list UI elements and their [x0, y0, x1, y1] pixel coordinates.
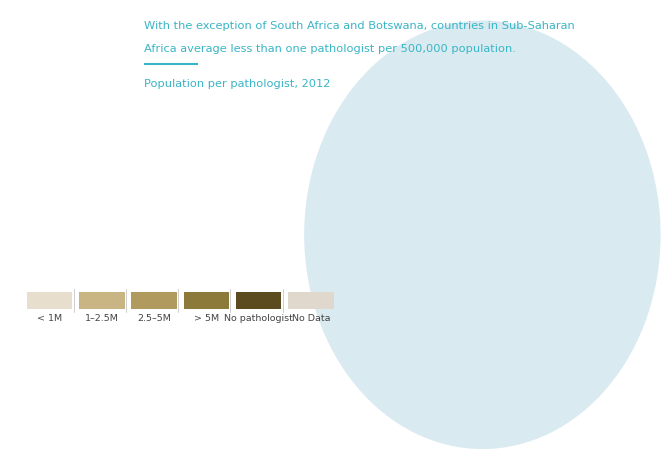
Text: No pathologist: No pathologist [224, 314, 293, 323]
Text: No Data: No Data [291, 314, 330, 323]
Text: Africa average less than one pathologist per 500,000 population.: Africa average less than one pathologist… [144, 44, 516, 54]
Bar [131, 292, 177, 309]
Bar [27, 292, 72, 309]
Bar [184, 292, 229, 309]
Ellipse shape [304, 20, 661, 449]
Text: < 1M: < 1M [37, 314, 62, 323]
Text: With the exception of South Africa and Botswana, countries in Sub-Saharan: With the exception of South Africa and B… [144, 21, 575, 31]
Text: > 5M: > 5M [194, 314, 219, 323]
Text: Population per pathologist, 2012: Population per pathologist, 2012 [144, 79, 330, 89]
Bar [79, 292, 125, 309]
Bar [288, 292, 334, 309]
Text: 1–2.5M: 1–2.5M [85, 314, 119, 323]
Bar [236, 292, 281, 309]
Text: 2.5–5M: 2.5–5M [137, 314, 171, 323]
